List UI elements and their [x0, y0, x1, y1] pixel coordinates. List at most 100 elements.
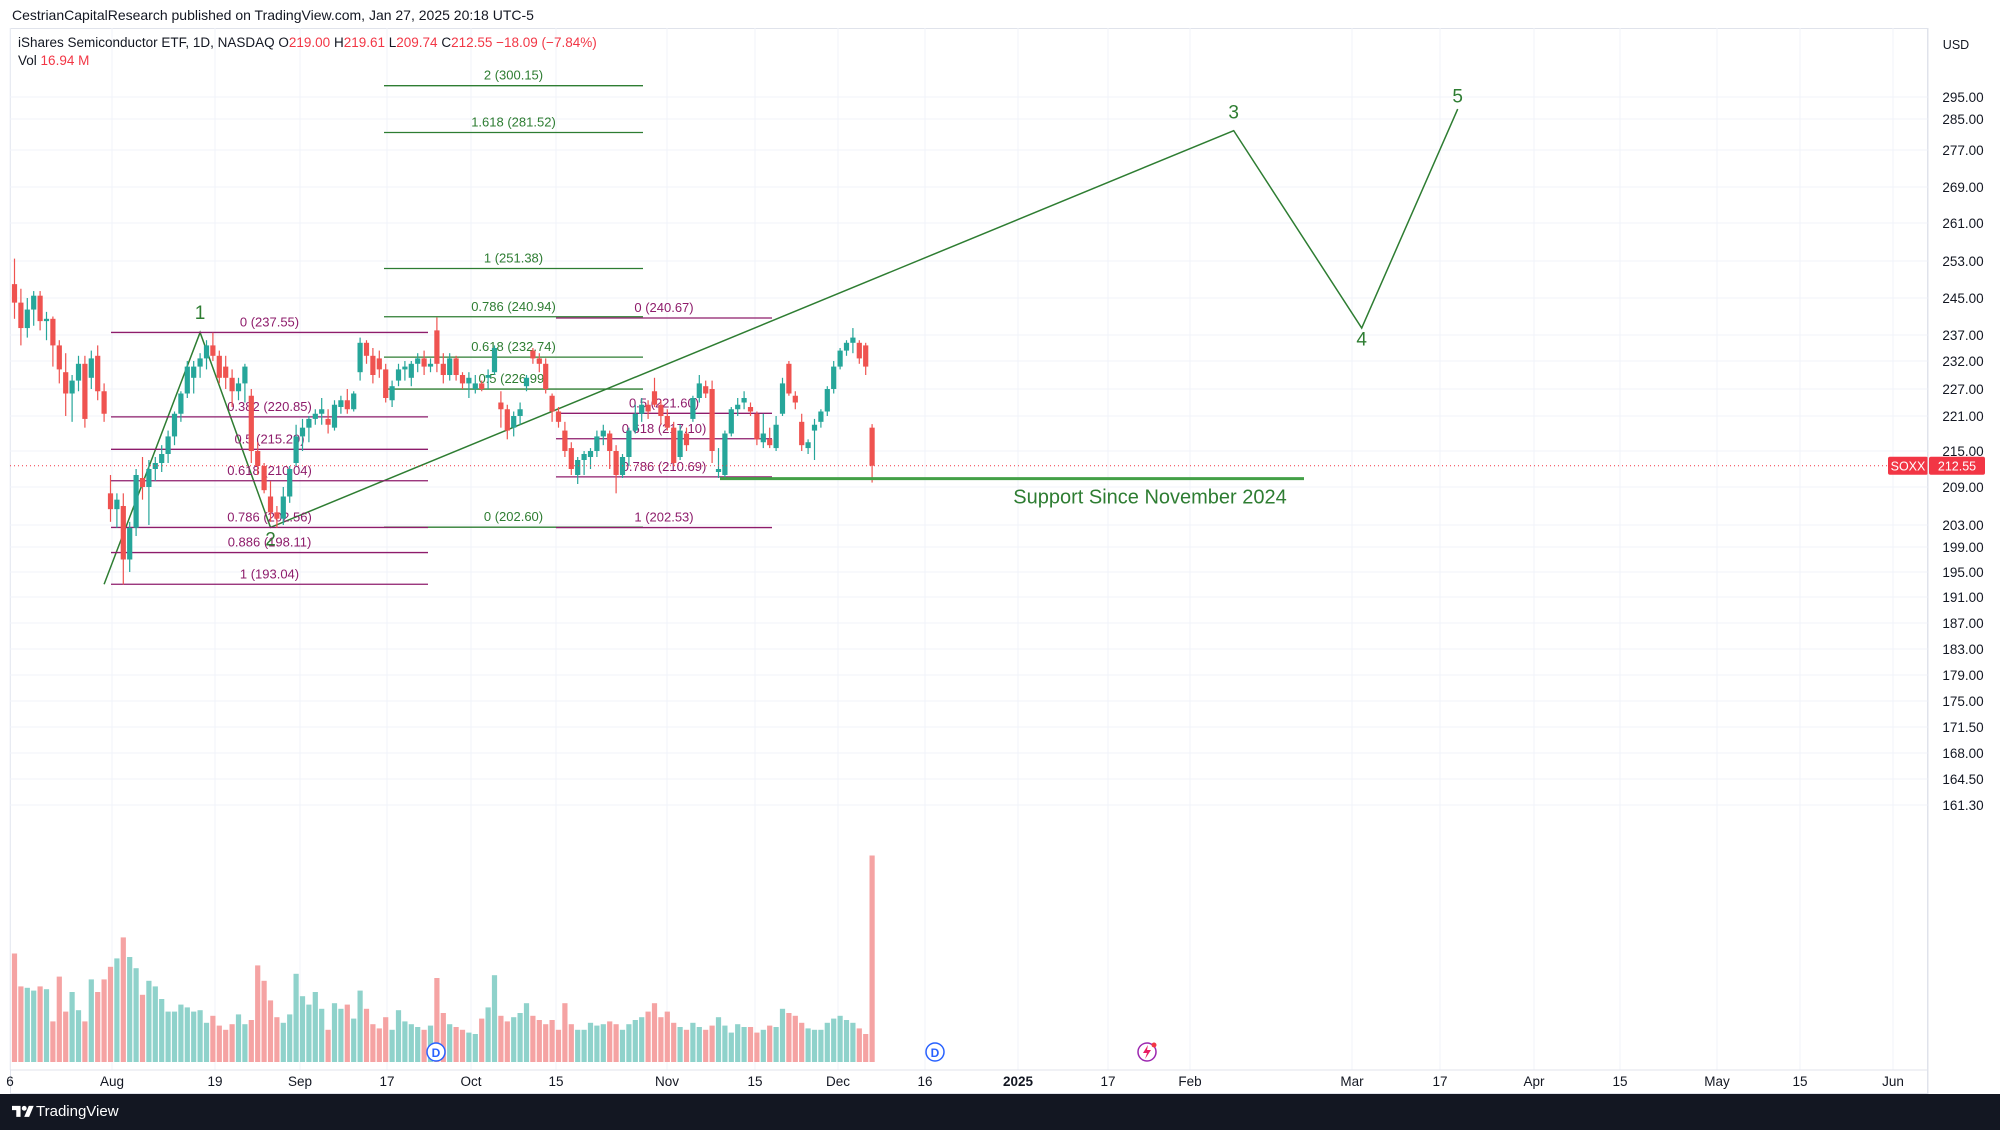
- time-tick-label: 17: [1432, 1074, 1447, 1089]
- candle-body: [824, 389, 830, 412]
- candle-body: [402, 366, 408, 370]
- volume-bar: [139, 994, 146, 1062]
- candle-body: [479, 383, 485, 389]
- price-tick-label: 209.00: [1942, 480, 1983, 495]
- candle-body: [95, 355, 101, 392]
- volume-bar: [184, 1007, 190, 1062]
- volume-bar: [671, 1022, 677, 1062]
- volume-bar: [767, 1025, 773, 1062]
- candle-body: [261, 466, 267, 491]
- volume-bar: [786, 1013, 792, 1062]
- volume-bar: [677, 1027, 683, 1062]
- price-tick-label: 269.00: [1942, 180, 1983, 195]
- fib-level-label: 0 (240.67): [634, 300, 693, 315]
- candle-body: [709, 389, 715, 451]
- fib-level-label: 1 (193.04): [240, 566, 299, 581]
- volume-bar: [703, 1029, 709, 1062]
- candle-body: [869, 427, 875, 466]
- volume-bar: [325, 1029, 331, 1062]
- candle-body: [75, 363, 82, 381]
- candle-body: [152, 463, 158, 469]
- candle-body: [453, 358, 459, 375]
- candle-body: [485, 375, 491, 378]
- candle-body: [504, 409, 510, 431]
- volume-bar: [114, 958, 120, 1062]
- candle-body: [600, 430, 606, 437]
- candle-body: [242, 366, 248, 384]
- candle-body: [114, 499, 120, 510]
- candle-body: [747, 407, 754, 412]
- candle-body: [421, 358, 427, 367]
- wave-label: 1: [195, 303, 206, 324]
- time-tick-label: Jun: [1882, 1074, 1904, 1089]
- candle-body: [741, 398, 747, 403]
- volume-value: 16.94 M: [40, 53, 90, 68]
- candle-body: [715, 469, 722, 472]
- price-tick-label: 253.00: [1942, 254, 1983, 269]
- candle-body: [120, 506, 126, 560]
- volume-bar: [709, 1025, 715, 1062]
- candle-body: [536, 358, 542, 364]
- time-tick-label: Oct: [460, 1074, 481, 1089]
- volume-bar: [56, 976, 62, 1062]
- volume-bar: [43, 989, 50, 1062]
- time-tick-label: 17: [1100, 1074, 1115, 1089]
- volume-bar: [415, 1027, 421, 1062]
- volume-bar: [357, 990, 363, 1062]
- volume-row: Vol 16.94 M: [18, 52, 597, 70]
- volume-bar: [805, 1028, 811, 1062]
- candle-body: [683, 433, 690, 446]
- volume-bar: [383, 1017, 389, 1062]
- candle-body: [805, 442, 811, 449]
- candle-body: [248, 395, 254, 451]
- volume-bar: [101, 979, 107, 1062]
- volume-bar: [843, 1020, 850, 1062]
- time-tick-label: Nov: [655, 1074, 679, 1089]
- volume-bar: [223, 1029, 229, 1062]
- price-chart[interactable]: 2 (300.15) 1.618 (281.52) 1 (251.38) 0.786 …: [0, 0, 2000, 1094]
- candle-body: [31, 295, 37, 310]
- candle-body: [677, 430, 683, 457]
- tradingview-logo-icon[interactable]: [12, 1103, 34, 1121]
- price-tag-bg: [1929, 456, 1985, 475]
- last-price-tag: SOXX 212.55: [1888, 456, 1985, 475]
- volume-bar: [856, 1028, 862, 1062]
- open-value: 219.00: [288, 35, 331, 50]
- volume-bar: [210, 1015, 216, 1062]
- candle-body: [203, 345, 210, 359]
- fib-level-label: 0.618 (232.74): [471, 339, 556, 354]
- volume-label: Vol: [18, 53, 37, 68]
- candle-body: [703, 386, 709, 394]
- dividend-marker-circle: [426, 1042, 446, 1062]
- volume-bar: [37, 986, 43, 1062]
- volume-bar: [293, 973, 299, 1062]
- candle-body: [530, 350, 536, 359]
- volume-bar: [351, 1018, 357, 1062]
- candle-body: [587, 451, 594, 457]
- volume-bar: [824, 1022, 830, 1062]
- candle-body: [773, 424, 779, 449]
- candle-body: [235, 383, 242, 392]
- volume-bar: [421, 1029, 427, 1062]
- volume-bar: [63, 1011, 69, 1062]
- footer-brand[interactable]: TradingView: [36, 1103, 119, 1120]
- time-tick-label: Apr: [1523, 1074, 1545, 1089]
- volume-bar: [863, 1034, 869, 1062]
- candle-body: [69, 380, 75, 394]
- symbol-title: iShares Semiconductor ETF, 1D, NASDAQ: [18, 35, 275, 50]
- volume-bar: [331, 1003, 338, 1062]
- close-value: 212.55: [451, 35, 493, 50]
- volume-bar: [447, 1024, 453, 1062]
- volume-bar: [818, 1029, 824, 1062]
- volume-bar: [543, 1024, 549, 1062]
- volume-bar: [50, 1021, 56, 1062]
- wave-label: 2: [265, 529, 276, 550]
- candle-body: [299, 427, 306, 437]
- volume-bar: [549, 1020, 555, 1062]
- currency-button[interactable]: USD: [1942, 38, 1970, 52]
- volume-bar: [741, 1027, 747, 1062]
- volume-bar: [235, 1014, 242, 1062]
- candle-body: [799, 421, 805, 446]
- publish-info: CestrianCapitalResearch published on Tra…: [12, 7, 534, 23]
- candle-body: [664, 416, 670, 428]
